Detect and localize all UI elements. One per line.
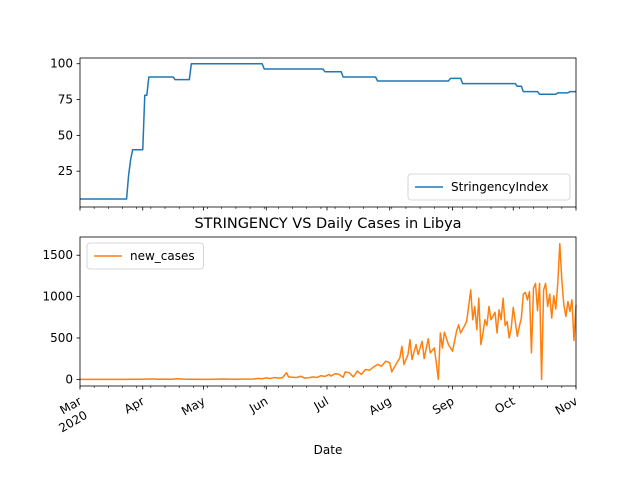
legend-label: StringencyIndex xyxy=(451,180,549,194)
legend: new_cases xyxy=(86,242,204,270)
chart-title: STRINGENCY VS Daily Cases in Libya xyxy=(194,216,461,232)
legend-label: new_cases xyxy=(130,249,195,263)
y-tick-label: 1500 xyxy=(42,248,73,262)
legend-box xyxy=(86,242,204,270)
y-tick-label: 50 xyxy=(58,128,73,142)
y-tick-label: 0 xyxy=(65,372,73,386)
chart-panel-1: 25 50 75 100 StringencyIndex xyxy=(50,57,577,211)
x-axis-label: Date xyxy=(314,443,343,457)
y-tick-label: 75 xyxy=(58,93,73,107)
y-tick-label: 100 xyxy=(50,57,73,71)
legend-box xyxy=(407,173,571,201)
axes-frame xyxy=(79,57,577,208)
legend: StringencyIndex xyxy=(407,173,571,201)
y-tick-label: 25 xyxy=(58,164,73,178)
x-tick-label: Jul xyxy=(311,394,331,414)
axes-frame xyxy=(79,236,577,387)
series-line-new_cases xyxy=(80,242,577,381)
series-line-StringencyIndex xyxy=(80,62,576,200)
y-tick-label: 500 xyxy=(50,331,73,345)
y-tick-label: 1000 xyxy=(42,290,73,304)
